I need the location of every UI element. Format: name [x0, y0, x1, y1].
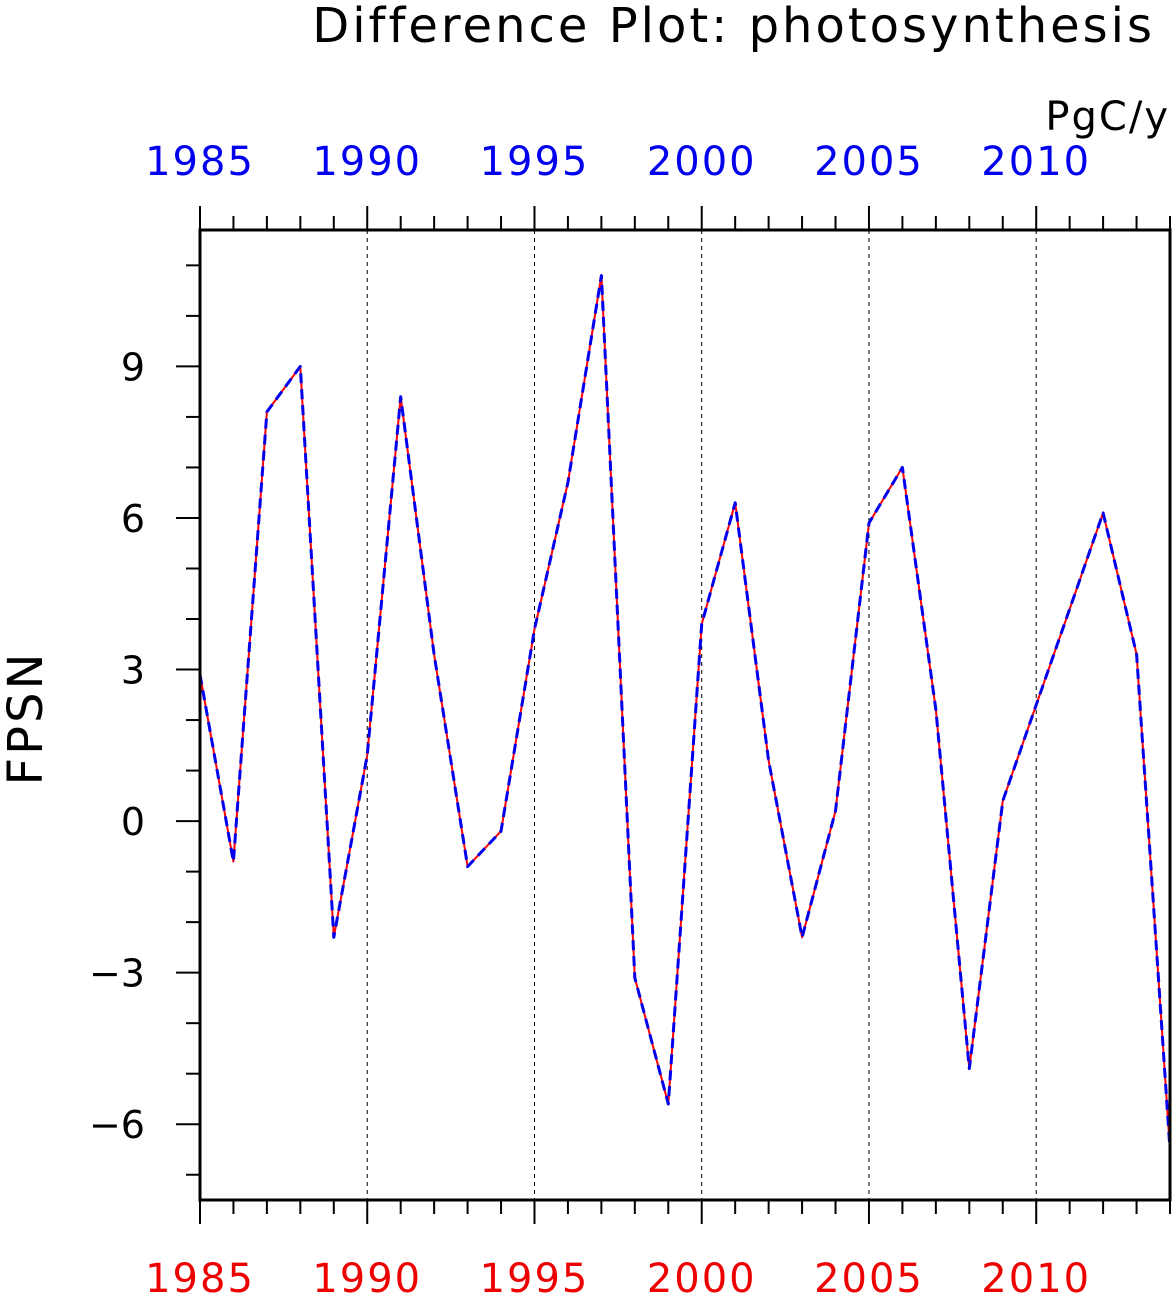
- axes-layer: [176, 206, 1172, 1224]
- y-tick-label-3: 3: [121, 649, 145, 693]
- series-2-point-2001: [734, 502, 736, 504]
- series-2-point-2004: [835, 810, 837, 812]
- bottom-x-tick-label-2000: 2000: [647, 1256, 757, 1293]
- bottom-x-tick-label-2010: 2010: [981, 1256, 1091, 1293]
- top-x-tick-label-1985: 1985: [145, 139, 255, 185]
- series-2-point-2013: [1136, 653, 1138, 655]
- series-layer: [198, 274, 1172, 1150]
- series-2-point-1986: [232, 861, 234, 863]
- chart-title: Difference Plot: photosynthesis: [312, 0, 1155, 54]
- series-2-point-2009: [1002, 800, 1004, 802]
- y-tick-label-9: 9: [121, 345, 145, 389]
- bottom-x-tick-label-1995: 1995: [480, 1256, 590, 1293]
- series-2-point-2005: [868, 522, 870, 524]
- series-2-point-1990: [366, 754, 368, 756]
- top-x-tick-label-1995: 1995: [480, 139, 590, 185]
- plot-frame: [198, 228, 1172, 1202]
- series-2-point-2012: [1102, 512, 1104, 514]
- series-2-point-1988: [299, 365, 301, 367]
- series-2-point-1998: [634, 977, 636, 979]
- units-label: PgC/y: [1045, 94, 1170, 140]
- bottom-x-tick-label-1990: 1990: [312, 1256, 422, 1293]
- series-2-point-2010: [1035, 704, 1037, 706]
- series-2-point-2006: [901, 466, 903, 468]
- series-line-1: [199, 274, 1171, 1150]
- vertical-gridlines: [366, 230, 1037, 1200]
- series-2-point-1987: [266, 411, 268, 413]
- bottom-x-tick-label-2005: 2005: [814, 1256, 924, 1293]
- top-x-tick-label-1990: 1990: [312, 139, 422, 185]
- series-2-point-1994: [500, 830, 502, 832]
- series-2-point-2008: [968, 1068, 970, 1070]
- series-2-point-1995: [533, 628, 535, 630]
- series-2-point-2003: [801, 936, 803, 938]
- series-2-point-2000: [701, 623, 703, 625]
- series-2-point-1996: [567, 482, 569, 484]
- series-2-point-1992: [433, 653, 435, 655]
- series-2-point-1999: [667, 1103, 669, 1105]
- top-x-tick-label-2005: 2005: [814, 139, 924, 185]
- series-2-point-1997: [600, 274, 602, 276]
- top-x-tick-label-2000: 2000: [647, 139, 757, 185]
- bottom-x-tick-label-1985: 1985: [145, 1256, 255, 1293]
- series-2-point-2007: [935, 709, 937, 711]
- series-line-2: [198, 274, 1172, 1150]
- series-2-point-1989: [333, 936, 335, 938]
- y-tick-label-0: 0: [121, 800, 145, 844]
- y-tick-label-6: 6: [121, 497, 145, 541]
- top-x-tick-label-2010: 2010: [981, 139, 1091, 185]
- y-tick-label--3: −3: [89, 952, 145, 996]
- series-2-point-2002: [768, 759, 770, 761]
- series-2-point-2011: [1069, 608, 1071, 610]
- y-tick-label--6: −6: [89, 1103, 145, 1147]
- y-axis-label: FPSN: [0, 651, 54, 786]
- tick-labels-layer: −6 −3 0 3 6 9 1985 1985 1990 1990 1995 1995 2000 2000…: [89, 139, 1091, 1293]
- series-2-point-1991: [400, 396, 402, 398]
- series-2-point-1993: [467, 866, 469, 868]
